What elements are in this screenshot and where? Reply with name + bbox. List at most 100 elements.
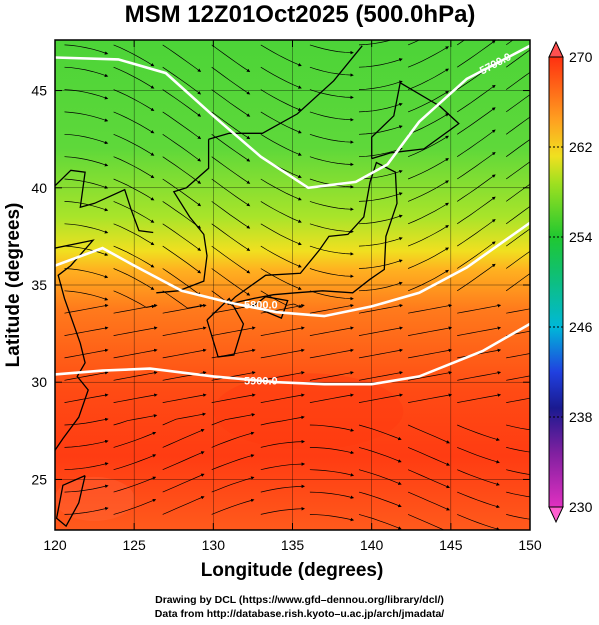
credit-line-2: Data from http://database.rish.kyoto–u.a… bbox=[154, 608, 445, 620]
streamline bbox=[113, 393, 158, 403]
streamline bbox=[260, 223, 302, 246]
streamline bbox=[162, 348, 207, 359]
streamline bbox=[309, 371, 354, 381]
streamline bbox=[309, 326, 354, 336]
x-axis-label: Longitude (degrees) bbox=[201, 560, 384, 581]
streamline bbox=[309, 133, 354, 144]
streamline bbox=[260, 44, 302, 67]
streamline bbox=[358, 214, 403, 225]
streamline bbox=[407, 424, 451, 444]
streamline bbox=[407, 91, 450, 113]
streamline bbox=[309, 89, 354, 100]
streamline bbox=[260, 507, 306, 515]
streamline bbox=[358, 58, 403, 68]
y-axis-label: Latitude (degrees) bbox=[3, 203, 24, 368]
streamline bbox=[358, 447, 402, 463]
streamline bbox=[407, 247, 450, 269]
streamline bbox=[407, 225, 449, 247]
streamline bbox=[211, 44, 251, 73]
streamline bbox=[358, 147, 403, 158]
streamline bbox=[408, 303, 453, 314]
streamline bbox=[358, 237, 403, 247]
streamline bbox=[358, 424, 402, 441]
streamline bbox=[64, 201, 109, 212]
streamline bbox=[505, 250, 530, 269]
streamline bbox=[309, 348, 354, 359]
colorbar-tick-label: 246 bbox=[569, 319, 593, 335]
streamline bbox=[260, 89, 302, 111]
streamline bbox=[309, 303, 354, 314]
streamline bbox=[407, 40, 421, 46]
streamline bbox=[457, 303, 502, 314]
streamline bbox=[407, 447, 451, 466]
coastline bbox=[227, 161, 398, 306]
streamline bbox=[211, 223, 251, 251]
streamline bbox=[506, 375, 530, 381]
streamline bbox=[457, 129, 496, 157]
streamline bbox=[309, 201, 354, 211]
streamline bbox=[309, 156, 354, 167]
height-contour bbox=[55, 322, 530, 386]
streamline bbox=[407, 202, 450, 225]
streamline bbox=[309, 514, 355, 522]
streamline bbox=[407, 180, 450, 202]
streamline bbox=[162, 111, 202, 140]
streamline bbox=[505, 273, 530, 292]
streamline bbox=[457, 514, 500, 530]
streamline bbox=[162, 473, 205, 493]
streamline bbox=[506, 447, 530, 453]
streamline bbox=[113, 431, 157, 448]
streamline bbox=[457, 424, 500, 441]
streamline bbox=[162, 89, 202, 117]
coastline bbox=[156, 139, 210, 294]
streamline bbox=[64, 89, 109, 100]
streamline bbox=[113, 371, 158, 381]
streamline bbox=[407, 158, 450, 180]
streamline bbox=[64, 156, 109, 167]
y-tick-label: 30 bbox=[31, 374, 47, 390]
streamline bbox=[309, 393, 354, 403]
streamline bbox=[162, 201, 202, 229]
streamline bbox=[260, 439, 306, 448]
streamline bbox=[408, 371, 453, 381]
streamline bbox=[408, 348, 453, 359]
streamline bbox=[358, 371, 404, 381]
streamline bbox=[309, 447, 355, 455]
x-tick-label: 150 bbox=[518, 537, 542, 553]
streamline bbox=[162, 412, 207, 426]
streamline bbox=[358, 40, 393, 46]
streamline bbox=[407, 46, 450, 68]
coastline bbox=[55, 239, 95, 451]
streamline bbox=[358, 491, 402, 508]
x-tick-label: 130 bbox=[202, 537, 226, 553]
streamline bbox=[505, 116, 530, 135]
streamline bbox=[64, 417, 109, 426]
streamline bbox=[113, 201, 155, 223]
streamline bbox=[211, 201, 251, 229]
streamline bbox=[113, 245, 155, 268]
streamline bbox=[113, 303, 158, 314]
streamline bbox=[211, 476, 255, 493]
colorbar-bottom-arrow bbox=[548, 506, 564, 524]
streamline bbox=[506, 353, 530, 359]
streamline bbox=[113, 156, 155, 179]
streamline bbox=[260, 393, 305, 403]
streamline bbox=[407, 514, 451, 530]
streamline bbox=[260, 178, 302, 201]
streamline bbox=[211, 111, 251, 140]
streamline bbox=[64, 44, 109, 55]
streamline bbox=[64, 326, 109, 336]
streamline bbox=[309, 66, 354, 77]
streamline bbox=[506, 397, 530, 403]
streamline bbox=[309, 290, 354, 301]
streamline bbox=[457, 326, 502, 336]
streamline bbox=[64, 133, 109, 145]
streamline bbox=[358, 469, 402, 485]
streamline bbox=[113, 290, 156, 309]
contour-label: 5900.0 bbox=[244, 375, 278, 387]
streamline bbox=[358, 169, 403, 180]
streamline bbox=[309, 268, 354, 278]
streamline bbox=[113, 326, 158, 336]
streamline bbox=[64, 303, 109, 314]
streamline bbox=[358, 514, 402, 530]
